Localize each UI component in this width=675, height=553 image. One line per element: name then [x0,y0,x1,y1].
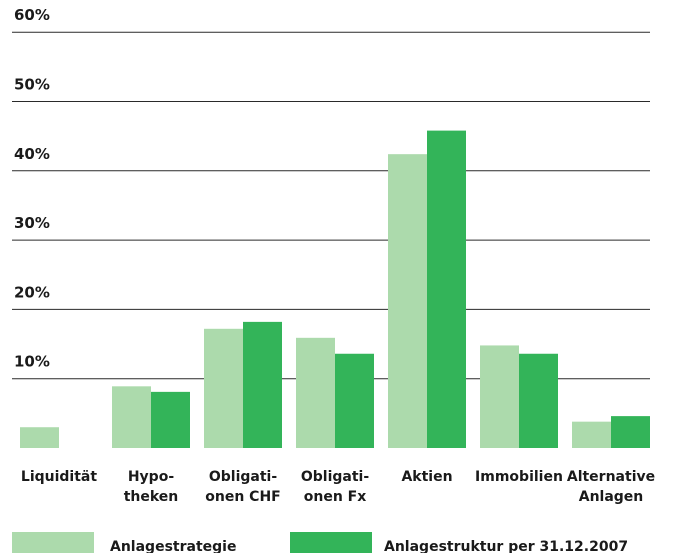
y-tick-label: 20% [14,283,50,301]
category-label: onen CHF [205,489,280,505]
category-label: Alternative [567,469,655,485]
category-label: Immobilien [475,469,563,485]
y-tick-label: 30% [14,214,50,232]
category-label: Obligati- [301,469,369,485]
category-label: Anlagen [579,489,644,505]
bar [611,416,650,448]
bar [204,328,243,448]
bar [519,353,558,448]
y-tick-label: 40% [14,145,50,163]
category-label: Liquidität [21,469,97,485]
y-tick-label: 10% [14,353,50,371]
legend-label: Anlagestrategie [110,539,236,553]
legend-swatch [290,532,372,553]
y-tick-label: 60% [14,6,50,24]
bar [335,353,374,448]
legend-label: Anlagestruktur per 31.12.2007 [384,539,628,553]
legend-swatch [12,532,94,553]
bar [388,154,427,448]
category-label: onen Fx [304,489,367,505]
category-label: theken [124,489,179,505]
category-label: Aktien [401,469,452,485]
bar [296,337,335,448]
bar [480,345,519,448]
bar [151,391,190,448]
bar [243,321,282,448]
category-label: Hypo- [128,469,174,485]
bar [112,386,151,448]
y-tick-label: 50% [14,76,50,94]
bar [427,130,466,448]
category-label: Obligati- [209,469,277,485]
bar [20,427,59,448]
bar [572,421,611,448]
